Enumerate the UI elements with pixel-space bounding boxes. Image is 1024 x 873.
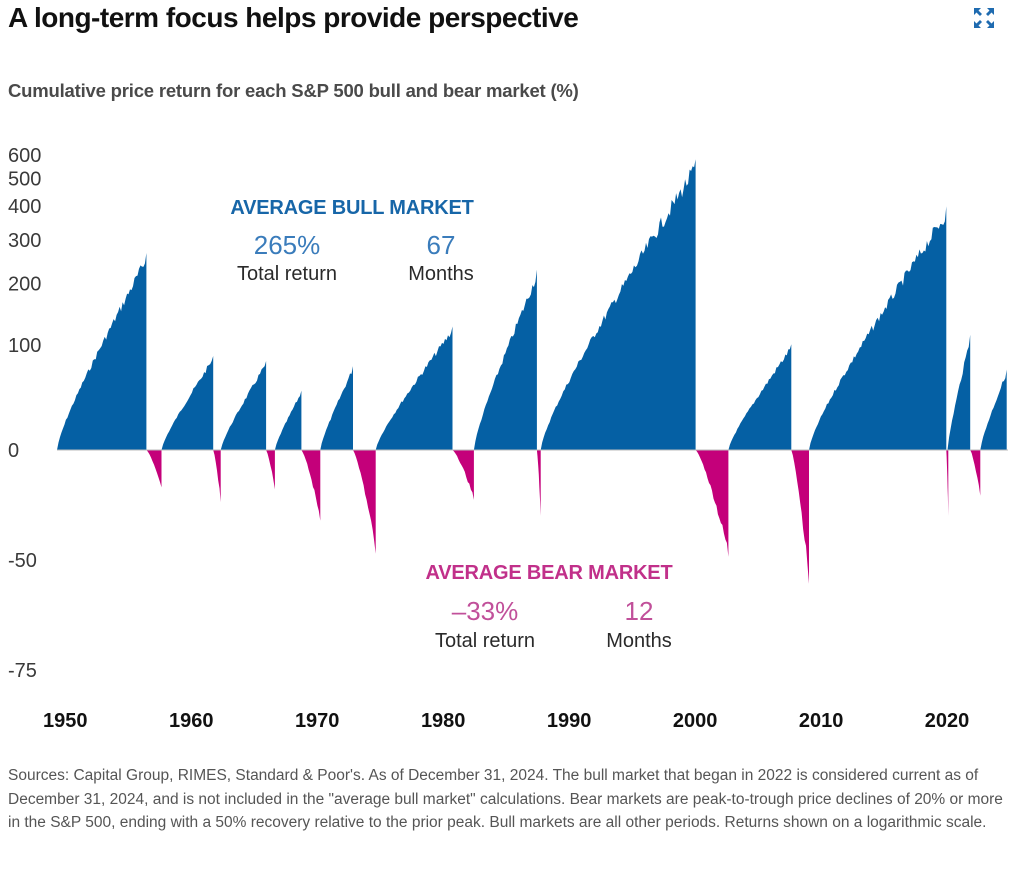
chart-marks: [57, 159, 1007, 584]
bull-market-area: [540, 159, 696, 450]
bear-annotation: AVERAGE BEAR MARKET –33% Total return 12…: [426, 562, 673, 652]
y-tick-label: 100: [8, 335, 41, 357]
y-tick-label: 300: [8, 230, 41, 252]
bull-market-area: [375, 326, 453, 450]
x-tick-label: 2000: [673, 710, 718, 730]
bear-heading: AVERAGE BEAR MARKET: [426, 562, 673, 584]
x-tick-label: 1950: [43, 710, 88, 730]
bull-market-area: [947, 334, 971, 450]
y-tick-label: 400: [8, 196, 41, 218]
x-axis: 1950 1960 1970 1980 1990 2000 2010 2020: [43, 710, 969, 730]
y-tick-label: 600: [8, 145, 41, 167]
bull-heading: AVERAGE BULL MARKET: [230, 197, 473, 219]
bull-market-area: [809, 206, 947, 450]
bear-market-area: [946, 450, 949, 516]
bull-market-area: [274, 390, 302, 450]
bear-market-area: [452, 450, 474, 500]
bear-market-area: [970, 450, 981, 496]
chart-subtitle: Cumulative price return for each S&P 500…: [8, 80, 579, 101]
bull-market-area: [161, 356, 214, 450]
bear-market-area: [353, 450, 376, 554]
x-tick-label: 1990: [547, 710, 592, 730]
bull-return-label: Total return: [237, 263, 337, 285]
bear-return-value: –33%: [452, 596, 519, 626]
bear-market-area: [791, 450, 809, 584]
y-tick-label: -75: [8, 660, 37, 682]
bull-market-area: [728, 344, 792, 450]
x-tick-label: 1970: [295, 710, 340, 730]
x-tick-label: 1960: [169, 710, 214, 730]
y-tick-label: 500: [8, 169, 41, 191]
bull-market-area: [57, 253, 147, 450]
x-tick-label: 1980: [421, 710, 466, 730]
y-tick-label: 0: [8, 440, 19, 462]
bull-months-label: Months: [408, 263, 474, 285]
expand-arrows-icon: [974, 8, 994, 28]
bull-market-area: [220, 361, 267, 450]
bear-months-value: 12: [625, 596, 654, 626]
bull-market-area: [980, 369, 1007, 450]
bear-market-area: [301, 450, 321, 521]
bear-return-label: Total return: [435, 630, 535, 652]
y-tick-label: 200: [8, 274, 41, 296]
bear-market-area: [266, 450, 275, 490]
bear-market-area: [536, 450, 541, 516]
bull-months-value: 67: [427, 230, 456, 260]
page-title: A long-term focus helps provide perspect…: [8, 2, 579, 33]
expand-button[interactable]: [972, 6, 996, 30]
bull-market-area: [473, 269, 537, 450]
bear-market-area: [146, 450, 162, 488]
footnote: Sources: Capital Group, RIMES, Standard …: [8, 767, 1003, 831]
bull-market-area: [320, 366, 353, 450]
x-tick-label: 2010: [799, 710, 844, 730]
bull-annotation: AVERAGE BULL MARKET 265% Total return 67…: [230, 197, 473, 285]
bear-market-area: [695, 450, 729, 557]
y-tick-label: -50: [8, 550, 37, 572]
bear-months-label: Months: [606, 630, 672, 652]
x-tick-label: 2020: [925, 710, 970, 730]
bear-market-area: [213, 450, 221, 503]
bull-return-value: 265%: [254, 230, 321, 260]
